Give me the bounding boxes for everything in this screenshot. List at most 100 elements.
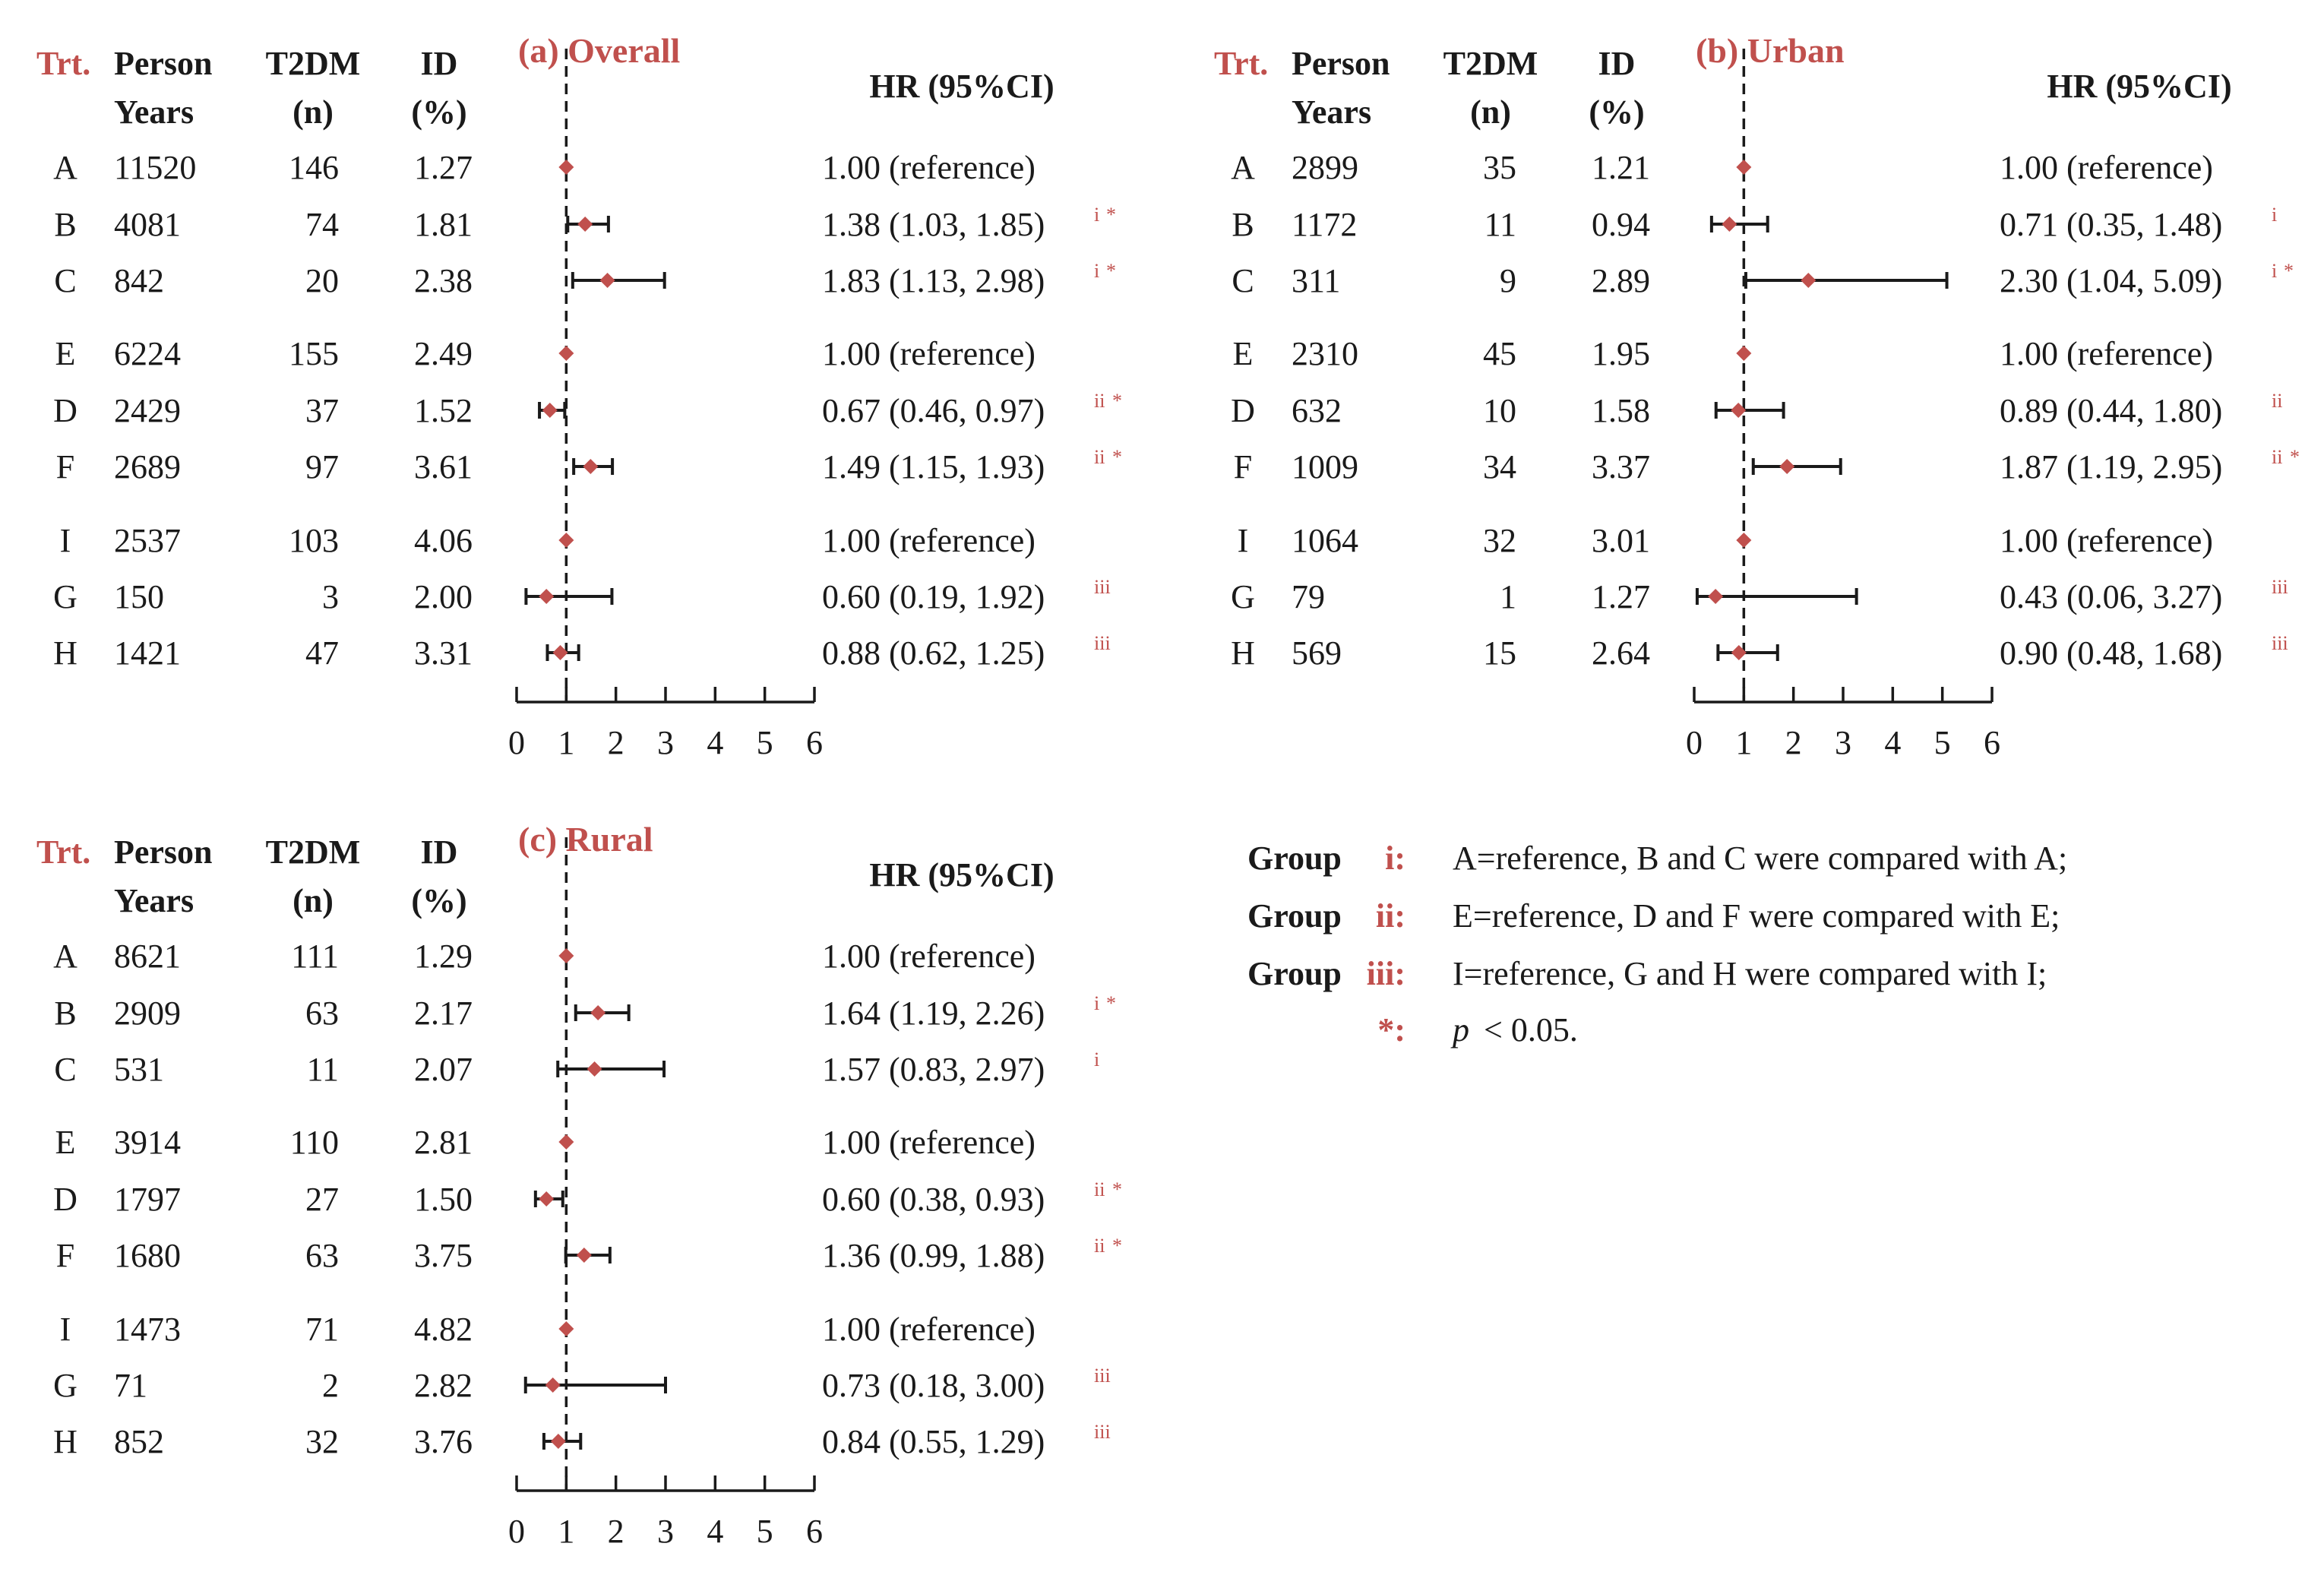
- hr-ci-label: 2.30 (1.04, 5.09): [2000, 262, 2222, 299]
- id-cell: 3.75: [414, 1237, 473, 1274]
- header-n: (n): [292, 882, 334, 919]
- group-superscript: ii: [1094, 446, 1105, 468]
- panel-rural: Trt. Person Years T2DM (n) ID (%) (c) Ru…: [36, 820, 1122, 1550]
- group-superscript: ii: [1094, 1178, 1105, 1200]
- person-years-cell: 2909: [114, 995, 181, 1032]
- id-cell: 2.81: [414, 1124, 473, 1161]
- table-row: B 2909 63 2.17 1.64 (1.19, 2.26) i *: [54, 992, 1116, 1032]
- id-cell: 2.00: [414, 578, 473, 615]
- id-cell: 0.94: [1592, 206, 1650, 243]
- hr-point: [599, 273, 615, 288]
- person-years-cell: 2310: [1292, 335, 1358, 372]
- trt-cell: C: [1232, 262, 1254, 299]
- hr-ci-label: 0.60 (0.38, 0.93): [822, 1181, 1045, 1218]
- t2dm-cell: 37: [305, 392, 339, 429]
- hr-point: [1731, 403, 1747, 418]
- group-superscript: i: [2272, 204, 2277, 226]
- person-years-cell: 2899: [1292, 149, 1358, 186]
- significance-marker: *: [1106, 260, 1116, 282]
- header-years: Years: [114, 882, 194, 919]
- header-pct: (%): [411, 882, 466, 919]
- header-pct: (%): [1589, 93, 1644, 131]
- person-years-cell: 1421: [114, 634, 181, 672]
- id-cell: 1.27: [1592, 578, 1650, 615]
- person-years-cell: 1680: [114, 1237, 181, 1274]
- t2dm-cell: 34: [1483, 448, 1516, 485]
- table-row: D 2429 37 1.52 0.67 (0.46, 0.97) ii *: [53, 390, 1122, 429]
- trt-cell: I: [1238, 522, 1249, 559]
- table-row: I 1473 71 4.82 1.00 (reference): [60, 1311, 1036, 1348]
- person-years-cell: 852: [114, 1423, 164, 1460]
- x-tick-label: 1: [558, 1513, 574, 1550]
- person-years-cell: 1009: [1292, 448, 1358, 485]
- header-trt: Trt.: [36, 833, 90, 871]
- x-tick-label: 0: [1686, 724, 1703, 761]
- t2dm-cell: 15: [1483, 634, 1516, 672]
- legend-tag-iii: iii:: [1367, 955, 1405, 992]
- hr-ci-label: 0.43 (0.06, 3.27): [2000, 578, 2222, 615]
- hr-ci-label: 0.67 (0.46, 0.97): [822, 392, 1045, 429]
- forest-rows: A 2899 35 1.21 1.00 (reference) B 1172 11 0.94 0.…: [1231, 49, 2300, 702]
- id-cell: 1.95: [1592, 335, 1650, 372]
- legend-tag-sig: *:: [1377, 1011, 1405, 1048]
- person-years-cell: 842: [114, 262, 164, 299]
- table-row: B 1172 11 0.94 0.71 (0.35, 1.48) i: [1232, 204, 2277, 243]
- hr-ci-label: 0.71 (0.35, 1.48): [2000, 206, 2222, 243]
- panel-urban: Trt. Person Years T2DM (n) ID (%) (b) Ur…: [1214, 31, 2300, 761]
- t2dm-cell: 32: [1483, 522, 1516, 559]
- hr-point: [1801, 273, 1817, 288]
- hr-point: [1736, 160, 1752, 175]
- x-tick-label: 5: [757, 724, 773, 761]
- x-tick-label: 2: [608, 724, 624, 761]
- panel-title: (b) Urban: [1696, 31, 1845, 70]
- x-tick-label: 4: [707, 724, 723, 761]
- trt-cell: G: [53, 578, 77, 615]
- header-hr: HR (95%CI): [869, 856, 1054, 893]
- person-years-cell: 1172: [1292, 206, 1357, 243]
- trt-cell: F: [56, 448, 74, 485]
- table-row: G 79 1 1.27 0.43 (0.06, 3.27) iii: [1231, 576, 2288, 615]
- hr-ci-label: 1.64 (1.19, 2.26): [822, 995, 1045, 1032]
- trt-cell: D: [1231, 392, 1255, 429]
- hr-ci-label: 0.89 (0.44, 1.80): [2000, 392, 2222, 429]
- t2dm-cell: 45: [1483, 335, 1516, 372]
- table-row: H 852 32 3.76 0.84 (0.55, 1.29) iii: [53, 1421, 1111, 1460]
- legend-tag-ii: ii:: [1376, 897, 1405, 935]
- x-tick-label: 3: [657, 1513, 674, 1550]
- group-superscript: i: [1094, 1048, 1099, 1071]
- legend-text-i: A=reference, B and C were compared with …: [1453, 840, 2067, 877]
- x-tick-label: 0: [508, 1513, 525, 1550]
- table-row: E 6224 155 2.49 1.00 (reference): [55, 335, 1036, 372]
- person-years-cell: 71: [114, 1367, 147, 1404]
- group-superscript: iii: [2272, 632, 2288, 654]
- significance-marker: *: [1112, 390, 1122, 412]
- table-row: G 71 2 2.82 0.73 (0.18, 3.00) iii: [53, 1365, 1111, 1404]
- hr-ci-label: 1.87 (1.19, 2.95): [2000, 448, 2222, 485]
- trt-cell: F: [1234, 448, 1252, 485]
- legend-row-ii: Group ii: E=reference, D and F were comp…: [1247, 897, 2060, 935]
- hr-ci-label: 0.73 (0.18, 3.00): [822, 1367, 1045, 1404]
- x-tick-label: 2: [608, 1513, 624, 1550]
- header-person: Person: [114, 833, 213, 871]
- group-superscript: ii: [2272, 446, 2282, 468]
- hr-ci-label: 1.38 (1.03, 1.85): [822, 206, 1045, 243]
- id-cell: 2.82: [414, 1367, 473, 1404]
- panel-title: (a) Overall: [518, 31, 680, 70]
- header-years: Years: [1292, 93, 1371, 131]
- table-row: A 11520 146 1.27 1.00 (reference): [53, 149, 1036, 186]
- person-years-cell: 1797: [114, 1181, 181, 1218]
- id-cell: 4.06: [414, 522, 473, 559]
- significance-marker: *: [1106, 992, 1116, 1014]
- person-years-cell: 150: [114, 578, 164, 615]
- table-row: D 1797 27 1.50 0.60 (0.38, 0.93) ii *: [53, 1178, 1122, 1218]
- trt-cell: A: [1231, 149, 1255, 186]
- trt-cell: H: [1231, 634, 1255, 672]
- id-cell: 2.49: [414, 335, 473, 372]
- legend-group-word: Group: [1247, 840, 1342, 877]
- table-row: A 8621 111 1.29 1.00 (reference): [53, 938, 1036, 975]
- legend-p-symbol: p: [1450, 1011, 1469, 1048]
- person-years-cell: 2429: [114, 392, 181, 429]
- hr-ci-label: 1.83 (1.13, 2.98): [822, 262, 1045, 299]
- significance-marker: *: [1106, 204, 1116, 226]
